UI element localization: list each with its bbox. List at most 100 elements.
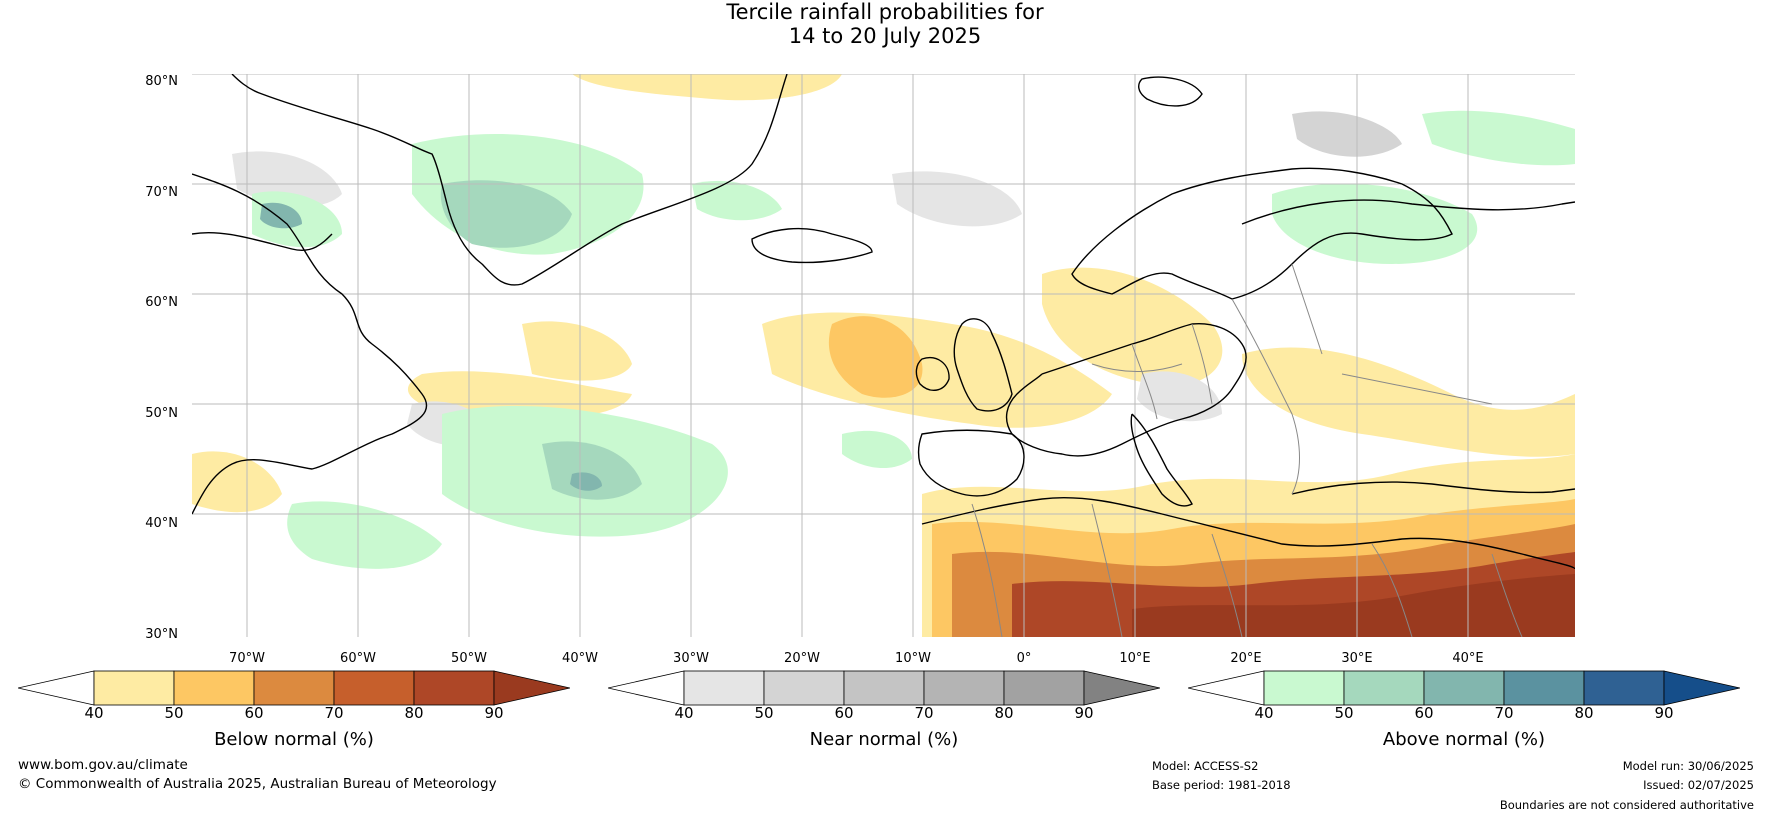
below-normal-segment-60 — [253, 670, 335, 706]
lon-label-30w: 30°W — [673, 651, 709, 666]
colorbar-label-above-normal: Above normal (%) — [1382, 729, 1546, 750]
lon-label-10e: 10°E — [1119, 651, 1151, 666]
footer-issued: Issued: 02/07/2025 — [1643, 778, 1754, 792]
footer-model: Model: ACCESS-S2 — [1152, 759, 1259, 773]
above-normal-patch-west-atlantic — [287, 501, 442, 569]
below-normal-patch-central-europe — [1042, 267, 1223, 386]
map-title: Tercile rainfall probabilities for 14 to… — [0, 0, 1770, 48]
coastline-turkey — [1291, 481, 1575, 495]
lon-label-0: 0° — [1016, 651, 1032, 666]
below-normal-segment-80 — [413, 670, 495, 706]
footer-disclaimer: Boundaries are not considered authoritat… — [1499, 798, 1754, 812]
below-normal-patch-arctic — [572, 74, 842, 101]
near-normal-tick-50: 50 — [754, 704, 774, 722]
probability-patches — [192, 74, 1575, 637]
above-normal-patch-russia — [1272, 183, 1478, 264]
title-line-1: Tercile rainfall probabilities for — [726, 0, 1044, 24]
near-normal-tick-40: 40 — [674, 704, 694, 722]
above-normal-tick-50: 50 — [1334, 704, 1354, 722]
near-normal-segment-70 — [923, 670, 1005, 706]
near-normal-patch-balkans — [1137, 371, 1222, 422]
above-normal-tick-70: 70 — [1494, 704, 1514, 722]
national-borders — [971, 263, 1523, 637]
above-normal-segment-60 — [1423, 670, 1505, 706]
lon-label-40e: 40°E — [1452, 651, 1484, 666]
coastline-canada — [192, 173, 428, 515]
below-normal-patch-north-atlantic — [522, 321, 632, 381]
lon-label-60w: 60°W — [340, 651, 376, 666]
above-normal-extend-low — [1188, 670, 1265, 706]
title-line-2: 14 to 20 July 2025 — [788, 24, 982, 48]
above-normal-tick-80: 80 — [1574, 704, 1594, 722]
colorbar-near-normal — [608, 670, 1160, 706]
above-normal-segment-50 — [1343, 670, 1425, 706]
coastline-europe — [1005, 322, 1247, 457]
footer-copyright: © Commonwealth of Australia 2025, Austra… — [18, 776, 497, 792]
lon-label-70w: 70°W — [229, 651, 265, 666]
near-normal-tick-80: 80 — [994, 704, 1014, 722]
near-normal-tick-90: 90 — [1074, 704, 1094, 722]
above-normal-tick-60: 60 — [1414, 704, 1434, 722]
coastline-iberia — [917, 429, 1025, 497]
lat-label-30n: 30°N — [145, 627, 178, 642]
below-normal-patch-west-atlantic — [192, 451, 282, 513]
lat-label-60n: 60°N — [145, 295, 178, 310]
above-normal-segment-80 — [1583, 670, 1665, 706]
coastline-north-africa — [921, 496, 1575, 570]
lon-label-20e: 20°E — [1230, 651, 1262, 666]
near-normal-patch-scandinavia — [1292, 111, 1402, 157]
below-normal-extend-high — [493, 670, 570, 706]
coastline-svalbard — [1138, 76, 1203, 107]
below-normal-segment-40 — [93, 670, 175, 706]
below-normal-tick-50: 50 — [164, 704, 184, 722]
coastline-ireland — [915, 357, 950, 391]
colorbar-label-below-normal: Below normal (%) — [214, 729, 374, 750]
below-normal-tick-70: 70 — [324, 704, 344, 722]
lon-label-50w: 50°W — [451, 651, 487, 666]
below-normal-patch-east-europe — [1242, 347, 1575, 457]
lon-label-10w: 10°W — [895, 651, 931, 666]
below-normal-tick-90: 90 — [484, 704, 504, 722]
above-normal-tick-40: 40 — [1254, 704, 1274, 722]
near-normal-patch-north — [892, 171, 1022, 227]
coastline-baffin — [192, 231, 333, 251]
above-normal-segment-70 — [1503, 670, 1585, 706]
lat-label-70n: 70°N — [145, 185, 178, 200]
near-normal-tick-60: 60 — [834, 704, 854, 722]
below-normal-extend-low — [18, 670, 95, 706]
above-normal-extend-high — [1663, 670, 1740, 706]
above-normal-patch-azores — [570, 472, 602, 491]
below-normal-segment-50 — [173, 670, 255, 706]
coastline-russia-north — [1241, 199, 1575, 225]
above-normal-tick-90: 90 — [1654, 704, 1674, 722]
colorbar-below-normal — [18, 670, 570, 706]
near-normal-segment-60 — [843, 670, 925, 706]
coastline-greenland — [231, 74, 788, 286]
gridlines — [192, 74, 1575, 637]
lon-label-40w: 40°W — [562, 651, 598, 666]
near-normal-tick-70: 70 — [914, 704, 934, 722]
near-normal-segment-50 — [763, 670, 845, 706]
below-normal-tick-60: 60 — [244, 704, 264, 722]
above-normal-patch-mid-atlantic-core — [542, 441, 642, 500]
coastline-iceland — [751, 227, 873, 264]
near-normal-segment-80 — [1003, 670, 1085, 706]
rainfall-probability-map — [192, 74, 1575, 637]
below-normal-tick-40: 40 — [84, 704, 104, 722]
lon-label-30e: 30°E — [1341, 651, 1373, 666]
below-normal-patch-atlantic-2 — [407, 371, 632, 419]
coastline-britain — [953, 318, 1013, 412]
above-normal-patch-iceland — [692, 180, 782, 221]
below-normal-segment-70 — [333, 670, 415, 706]
coastlines — [192, 74, 1575, 570]
near-normal-extend-low — [608, 670, 685, 706]
above-normal-patch-arctic-east — [1422, 110, 1575, 166]
near-normal-extend-high — [1083, 670, 1160, 706]
lat-label-50n: 50°N — [145, 406, 178, 421]
footer-website: www.bom.gov.au/climate — [18, 757, 188, 773]
footer-base-period: Base period: 1981-2018 — [1152, 778, 1291, 792]
lon-label-20w: 20°W — [784, 651, 820, 666]
below-normal-tick-80: 80 — [404, 704, 424, 722]
above-normal-patch-baffin — [260, 202, 302, 229]
footer-model-run: Model run: 30/06/2025 — [1622, 759, 1754, 773]
